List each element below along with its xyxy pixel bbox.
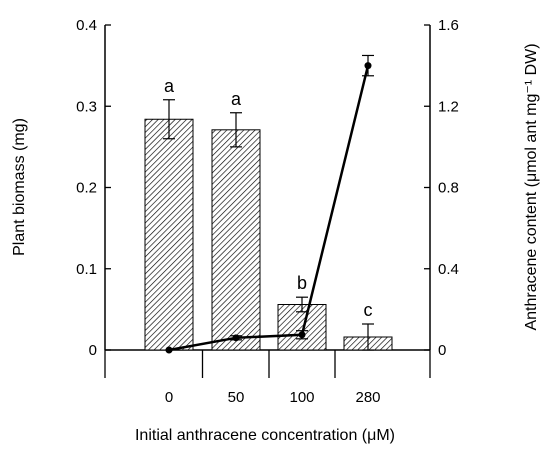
significance-letter: b xyxy=(297,273,307,293)
bar xyxy=(211,129,261,351)
left-y-tick-label: 0.3 xyxy=(76,98,97,115)
left-y-tick-label: 0 xyxy=(89,342,97,359)
significance-letter: a xyxy=(231,89,242,109)
data-point xyxy=(298,331,306,339)
x-axis: 0 50 100 280 xyxy=(104,350,431,406)
right-y-tick-label: 1.6 xyxy=(438,17,459,34)
right-y-tick-label: 0.8 xyxy=(438,180,459,197)
right-y-axis-title: Anthracene content (μmol ant mg⁻¹ DW) xyxy=(523,43,540,330)
significance-letter: a xyxy=(164,76,175,96)
bar-error-bars xyxy=(163,99,374,351)
right-y-axis: 0 0.4 0.8 1.2 1.6 xyxy=(424,17,459,359)
left-y-axis-title: Plant biomass (mg) xyxy=(11,118,28,256)
x-axis-title: Initial anthracene concentration (μM) xyxy=(135,427,395,444)
left-y-tick-label: 0.1 xyxy=(76,261,97,278)
data-point xyxy=(165,346,173,354)
x-tick-label: 50 xyxy=(228,389,245,406)
left-y-tick-label: 0.4 xyxy=(76,17,97,34)
series-line xyxy=(168,65,370,352)
significance-letter: c xyxy=(364,300,373,320)
significance-letters: a a b c xyxy=(164,76,373,320)
x-tick-label: 100 xyxy=(289,389,314,406)
right-y-tick-label: 0 xyxy=(438,342,446,359)
x-tick-label: 280 xyxy=(355,389,380,406)
x-tick-label: 0 xyxy=(165,389,173,406)
bar-series xyxy=(144,118,393,351)
bar xyxy=(144,118,194,351)
data-point xyxy=(364,62,372,70)
anthracene-content-series xyxy=(165,54,374,354)
right-y-tick-label: 1.2 xyxy=(438,98,459,115)
right-y-tick-label: 0.4 xyxy=(438,261,459,278)
left-y-axis: 0 0.1 0.2 0.3 0.4 xyxy=(76,17,111,359)
data-point xyxy=(232,334,240,342)
left-y-tick-label: 0.2 xyxy=(76,180,97,197)
